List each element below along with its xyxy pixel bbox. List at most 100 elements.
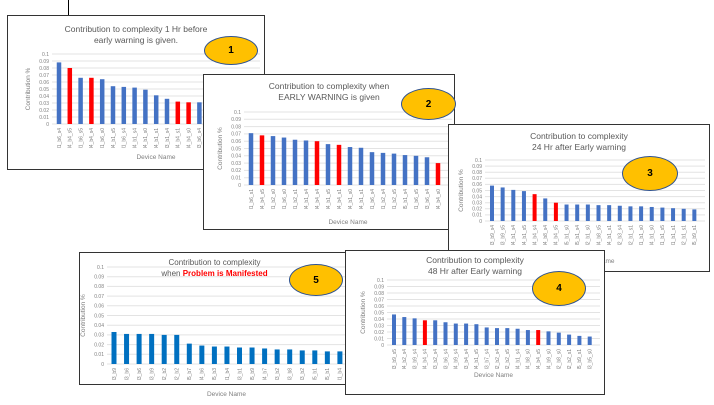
bar [143, 89, 148, 124]
x-tick-label: l3_b7_s4 [485, 349, 491, 370]
bar [337, 351, 343, 364]
x-tick-label: l5_b1 [325, 368, 331, 380]
y-tick-label: 0 [101, 362, 104, 368]
bar [281, 137, 287, 185]
x-axis-label: Device Name [207, 391, 246, 398]
x-tick-label: l3_b9_s5 [500, 225, 506, 246]
y-tick-label: 0.07 [472, 176, 482, 182]
step-badge: 1 [204, 36, 258, 65]
y-tick-label: 0.1 [475, 158, 482, 164]
chart-title: Contribution to complexity when Problem i… [80, 257, 349, 279]
x-tick-label: l1_b1_s1 [671, 225, 677, 246]
x-tick-label: l4_b1_s5 [111, 128, 117, 149]
y-tick-label: 0.08 [231, 124, 241, 130]
y-tick-label: 0 [381, 343, 384, 349]
bar [78, 77, 83, 124]
bar [274, 349, 280, 364]
bar [259, 135, 265, 185]
bar [607, 205, 612, 221]
y-tick-label: 0.05 [472, 188, 482, 194]
title-line: Contribution to complexity when [268, 81, 390, 91]
x-tick-label: l1_b2_s0 [271, 189, 277, 210]
x-tick-label: l3_b8 [288, 368, 294, 380]
y-tick-label: 0.09 [39, 59, 49, 65]
y-tick-label: 0.03 [94, 333, 104, 339]
x-tick-label: l4_b2_s4 [402, 349, 408, 370]
x-tick-label: l3_b9_s5 [392, 349, 398, 370]
y-tick-label: 0.08 [472, 170, 482, 176]
bar [132, 87, 137, 124]
bar [292, 139, 298, 185]
x-tick-label: l4_b1_s4 [132, 128, 138, 149]
bar [347, 147, 353, 185]
y-tick-label: 0.1 [97, 265, 104, 271]
connector-line [68, 0, 69, 15]
y-tick-label: 0.06 [94, 304, 104, 310]
bar [660, 207, 665, 221]
x-tick-label: l4_b9_s0 [546, 349, 552, 370]
title-line: Contribution to complexity 1 Hr before [64, 24, 208, 34]
bar [515, 328, 520, 345]
x-tick-label: l4_b1_s5 [474, 349, 480, 370]
bar [121, 86, 127, 124]
title-line: Contribution to complexity [530, 131, 628, 141]
y-tick-label: 0.05 [374, 310, 384, 316]
y-tick-label: 0.06 [39, 80, 49, 86]
x-tick-label: l3_b1 [237, 368, 243, 380]
x-tick-label: l4_b4_s4 [423, 349, 429, 370]
bar [585, 204, 590, 221]
bar-chart: 00.01 0.020.030.04 0.050.060.07 0.080.090.1… [217, 110, 452, 226]
x-tick-label: l3_b2 [300, 368, 306, 380]
bar [564, 204, 569, 221]
bar [639, 206, 644, 221]
chart-title: Contribution to complexity when EARLY WAR… [204, 81, 454, 103]
bar [197, 102, 202, 124]
x-tick-label: l4_b4_s0 [186, 128, 192, 149]
chart-title: Contribution to complexity 24 Hr after Ea… [449, 131, 709, 153]
y-tick-label: 0.02 [374, 330, 384, 336]
x-tick-label: l4_b6 [200, 368, 206, 380]
x-tick-label: l4_b4_s4 [89, 128, 95, 149]
x-tick-label: l3_b5_s0 [588, 349, 594, 370]
step-badge: 4 [532, 271, 586, 306]
bar [186, 343, 192, 364]
bar [324, 351, 330, 364]
y-tick-label: 0.09 [231, 117, 241, 123]
bar [402, 155, 408, 185]
bar [211, 346, 217, 364]
y-tick-label: 0.02 [231, 168, 241, 174]
x-tick-label: l1_b6_s5 [414, 189, 420, 210]
y-tick-label: 0.08 [94, 284, 104, 290]
bar [671, 208, 676, 221]
bar [521, 191, 526, 221]
x-tick-label: l4_b8_s0 [526, 349, 532, 370]
bar [433, 320, 438, 345]
x-tick-label: l5_b9_s1 [692, 225, 698, 246]
x-tick-label: l4_b4_s5 [554, 225, 560, 246]
bar [391, 153, 397, 185]
y-tick-label: 0.07 [231, 132, 241, 138]
bar [474, 324, 479, 345]
bar [543, 198, 548, 221]
x-tick-label: l2_b1_s1 [682, 225, 688, 246]
bar [89, 77, 94, 124]
bar [325, 144, 331, 185]
bar [413, 155, 419, 185]
x-tick-label: l4_b8_s5 [596, 225, 602, 246]
x-tick-label: l3_b9 [149, 368, 155, 380]
bar [248, 133, 254, 185]
bar [443, 322, 448, 345]
x-tick-label: l3_b1_s4 [165, 128, 171, 149]
y-tick-label: 0.1 [234, 110, 241, 116]
y-axis-label: Contribution % [25, 67, 32, 110]
x-tick-label: l1_b6_s0 [100, 128, 106, 149]
x-tick-label: l1_b6_s4 [370, 189, 376, 210]
bar [380, 152, 386, 185]
y-tick-label: 0.04 [374, 317, 384, 323]
bar [628, 206, 633, 221]
x-tick-label: l1_b6_s0 [282, 189, 288, 210]
y-tick-label: 0.01 [472, 213, 482, 219]
bar [303, 140, 309, 185]
chart-title: Contribution to complexity 48 Hr after Ea… [346, 255, 604, 277]
x-tick-label: l2_b1_s1 [628, 225, 634, 246]
